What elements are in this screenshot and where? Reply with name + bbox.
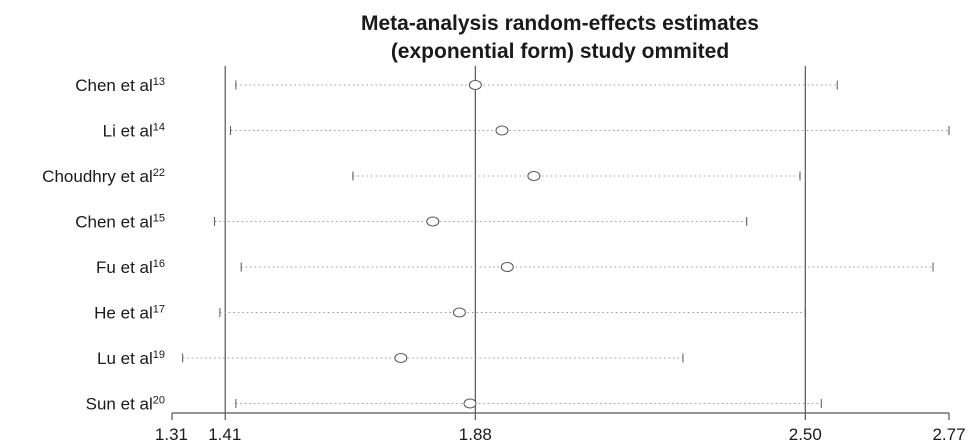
point-estimate-marker <box>426 216 440 227</box>
study-label: Choudhry et al22 <box>42 167 165 186</box>
study-name: Chen et al <box>75 213 153 232</box>
point-estimate-marker <box>527 171 541 181</box>
x-tick-label: 2.50 <box>789 425 822 444</box>
study-name: Chen et al <box>75 76 153 95</box>
study-name: Choudhry et al <box>42 167 153 186</box>
study-reference-superscript: 20 <box>153 395 165 407</box>
study-row <box>182 353 684 363</box>
study-row <box>219 307 806 318</box>
study-label: Chen et al13 <box>75 76 165 95</box>
study-reference-superscript: 22 <box>153 167 165 179</box>
study-name: Lu et al <box>97 349 153 368</box>
point-estimate-marker <box>468 80 482 90</box>
study-reference-superscript: 16 <box>153 258 165 270</box>
study-label: Lu et al19 <box>97 349 165 368</box>
x-axis: 1.31 1.41 1.88 2.50 2.77 <box>155 412 966 444</box>
point-estimate-marker <box>500 262 514 272</box>
x-tick-label: 1.31 <box>155 425 188 444</box>
study-reference-superscript: 17 <box>153 304 165 316</box>
study-row <box>352 171 801 181</box>
study-reference-superscript: 15 <box>153 213 165 225</box>
chart-title-line-1: Meta-analysis random-effects estimates <box>361 12 759 35</box>
x-tick-label: 1.41 <box>208 425 241 444</box>
study-reference-superscript: 14 <box>153 122 165 134</box>
study-label: Fu et al16 <box>96 258 165 277</box>
study-name: He et al <box>94 304 153 323</box>
study-reference-superscript: 19 <box>153 349 165 361</box>
study-label: Sun et al20 <box>86 395 165 414</box>
study-label: He et al17 <box>94 304 165 323</box>
study-row <box>240 262 934 272</box>
study-name: Li et al <box>103 122 153 141</box>
study-row <box>235 398 822 409</box>
study-label: Chen et al15 <box>75 213 165 232</box>
x-tick-label: 2.77 <box>932 425 965 444</box>
study-row <box>230 125 950 136</box>
study-row <box>235 80 838 90</box>
point-estimate-marker <box>463 398 477 409</box>
study-name: Fu et al <box>96 258 153 277</box>
point-estimate-marker <box>452 307 466 318</box>
study-label: Li et al14 <box>103 122 165 141</box>
plot-area <box>182 66 950 413</box>
study-row <box>214 216 748 227</box>
point-estimate-marker <box>394 353 408 363</box>
chart-title-line-2: (exponential form) study ommited <box>391 40 729 63</box>
x-tick-label: 1.88 <box>459 425 492 444</box>
study-reference-superscript: 13 <box>153 76 165 88</box>
point-estimate-marker <box>495 125 509 136</box>
study-name: Sun et al <box>86 395 153 414</box>
